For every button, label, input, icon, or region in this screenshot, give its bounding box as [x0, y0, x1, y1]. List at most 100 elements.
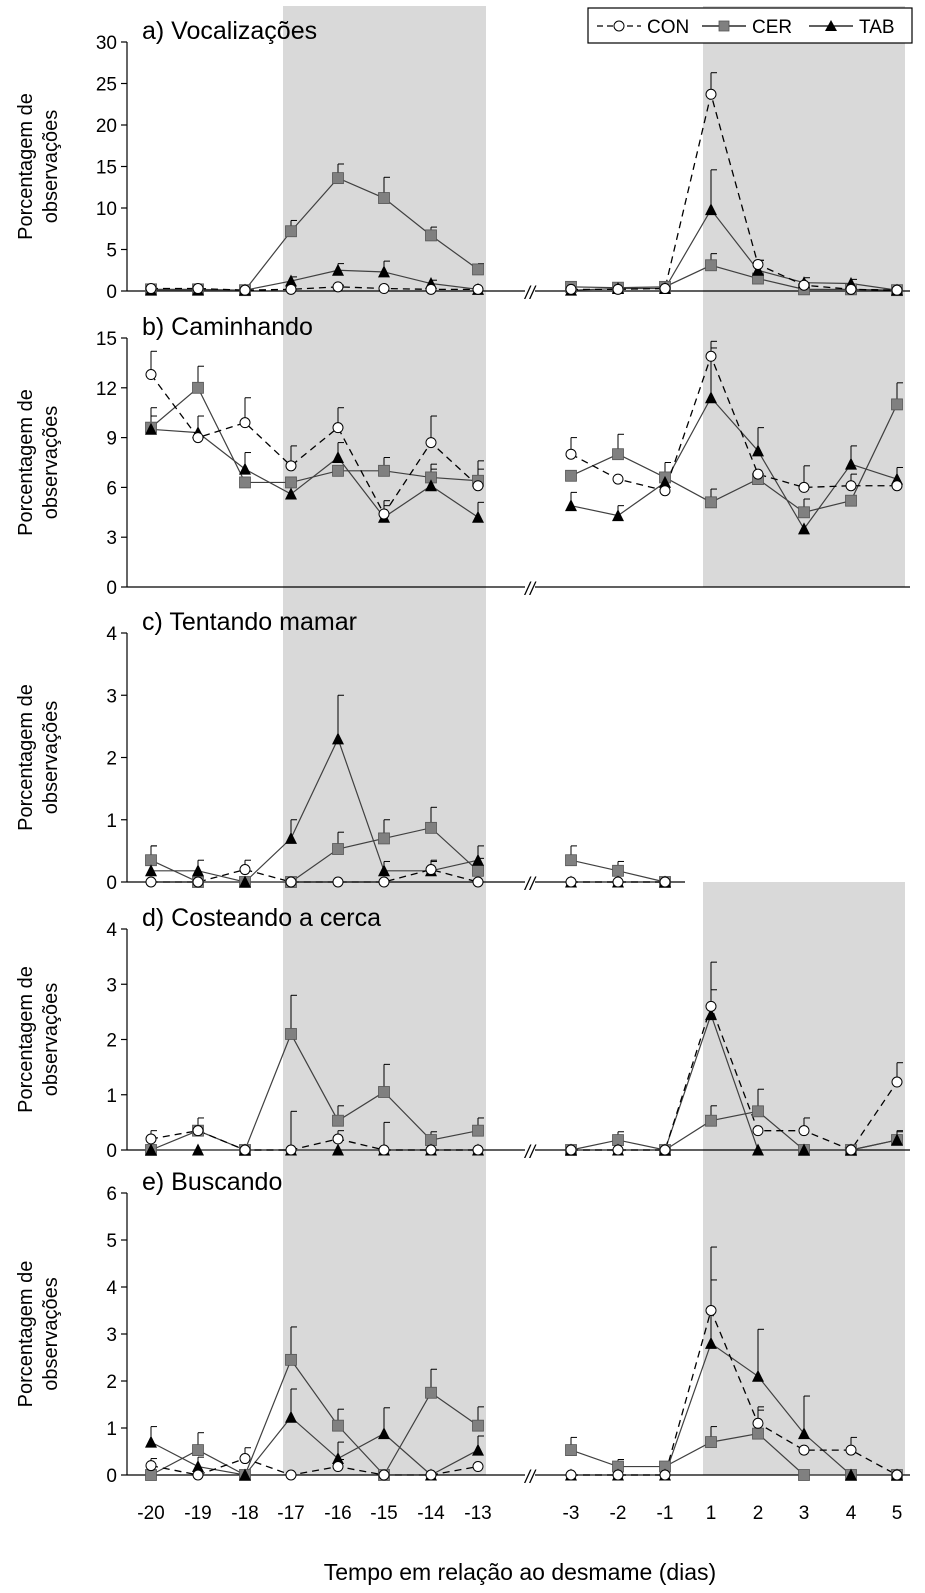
- panel-title: b) Caminhando: [142, 313, 313, 341]
- y-tick-label: 20: [96, 116, 117, 137]
- point-tab: [845, 1468, 857, 1481]
- point-tab: [285, 1410, 297, 1423]
- point-cer: [705, 1436, 717, 1448]
- point-cer: [285, 1028, 297, 1040]
- point-con: [612, 473, 624, 485]
- point-tab: [798, 1143, 810, 1156]
- shaded-period-4-2: [703, 882, 905, 1150]
- point-cer: [285, 1353, 297, 1366]
- point-con: [378, 876, 390, 888]
- point-con: [472, 1461, 484, 1473]
- axis-break-mark: //: [523, 579, 537, 599]
- point-con: [378, 1144, 390, 1156]
- y-axis-title: observações: [40, 983, 62, 1096]
- point-con: [565, 876, 577, 888]
- point-con: [332, 1461, 344, 1473]
- series-line-tab: [570, 208, 898, 291]
- y-tick-label: 6: [106, 1184, 117, 1205]
- point-cer: [145, 854, 157, 867]
- point-con: [285, 1144, 297, 1156]
- series-line-con: [571, 1308, 898, 1476]
- point-tab: [239, 462, 251, 475]
- point-con: [845, 1144, 857, 1156]
- point-tab: [798, 522, 810, 535]
- point-con: [845, 480, 857, 492]
- point-con: [659, 1469, 671, 1481]
- point-con: [472, 876, 484, 888]
- point-tab: [378, 265, 390, 278]
- point-cer: [378, 192, 390, 204]
- x-axis-title: Tempo em relação ao desmame (dias): [324, 1559, 716, 1585]
- x-tick-label: 4: [846, 1503, 857, 1524]
- point-cer: [425, 229, 437, 242]
- y-tick-label: 0: [106, 873, 117, 894]
- legend-box: [587, 7, 913, 44]
- point-con: [565, 1144, 577, 1156]
- point-tab: [472, 1443, 484, 1456]
- point-tab: [145, 422, 157, 435]
- point-con: [798, 1444, 810, 1456]
- y-tick-label: 30: [96, 33, 117, 54]
- x-axis: -20 -19 -18 -17 -16 -15 -14 -13 -3 -2 -1 1 2 3 4 5: [137, 1503, 902, 1524]
- point-tab: [472, 853, 484, 866]
- series-line-cer: [150, 827, 479, 883]
- y-tick-label: 0: [106, 578, 117, 599]
- series-line-con: [150, 1129, 478, 1151]
- y-tick-label: 0: [106, 282, 117, 303]
- point-con: [752, 468, 764, 480]
- point-con: [285, 876, 297, 888]
- x-tick-label: -18: [231, 1503, 258, 1524]
- y-tick-label: 0: [106, 1466, 117, 1487]
- series-line-con: [151, 868, 479, 883]
- y-axis-title: Porcentagem de: [15, 1261, 37, 1408]
- point-con: [145, 283, 157, 295]
- y-tick-label: 5: [106, 1231, 117, 1252]
- point-con: [798, 279, 810, 291]
- point-tab: [285, 487, 297, 500]
- x-tick-label: 1: [706, 1503, 717, 1524]
- point-con: [239, 864, 251, 876]
- y-tick-label: 3: [106, 975, 117, 996]
- point-con: [332, 1133, 344, 1145]
- point-con: [752, 1125, 764, 1137]
- legend-marker-cer: [718, 20, 730, 32]
- y-tick-label: 1: [106, 811, 117, 832]
- y-axis-title: observações: [40, 701, 62, 814]
- y-tick-label: 6: [106, 478, 117, 499]
- point-tab: [565, 499, 577, 512]
- point-cer: [192, 1444, 204, 1456]
- shaded-period-1-2: [703, 6, 905, 291]
- x-tick-label: -1: [657, 1503, 674, 1524]
- series-line-cer: [570, 404, 898, 513]
- point-tab: [192, 1460, 204, 1473]
- point-tab: [145, 1143, 157, 1156]
- y-tick-label: 9: [106, 429, 117, 450]
- point-tab: [239, 1468, 251, 1481]
- point-cer: [332, 1419, 344, 1432]
- point-con: [192, 1469, 204, 1481]
- y-tick-label: 3: [106, 528, 117, 549]
- y-tick-label: 15: [96, 329, 117, 350]
- point-tab: [705, 1336, 717, 1349]
- legend-label-cer: CER: [752, 17, 792, 38]
- point-cer: [798, 1469, 810, 1481]
- point-con: [378, 1469, 390, 1481]
- point-con: [891, 1469, 903, 1481]
- x-tick-label: 2: [753, 1503, 764, 1524]
- point-con: [239, 1453, 251, 1465]
- point-con: [239, 1144, 251, 1156]
- point-cer: [145, 1469, 157, 1481]
- point-con: [472, 480, 484, 492]
- point-con: [378, 283, 390, 295]
- point-tab: [378, 1427, 390, 1440]
- point-cer: [239, 476, 251, 489]
- point-tab: [472, 510, 484, 523]
- panel-c: 0 1 2 3 4 // c) Tentando mamar Porcentagem de ob…: [15, 608, 685, 894]
- point-cer: [425, 821, 437, 834]
- point-tab: [192, 864, 204, 877]
- point-cer: [285, 225, 297, 238]
- point-con: [332, 876, 344, 888]
- point-cer: [332, 1114, 344, 1127]
